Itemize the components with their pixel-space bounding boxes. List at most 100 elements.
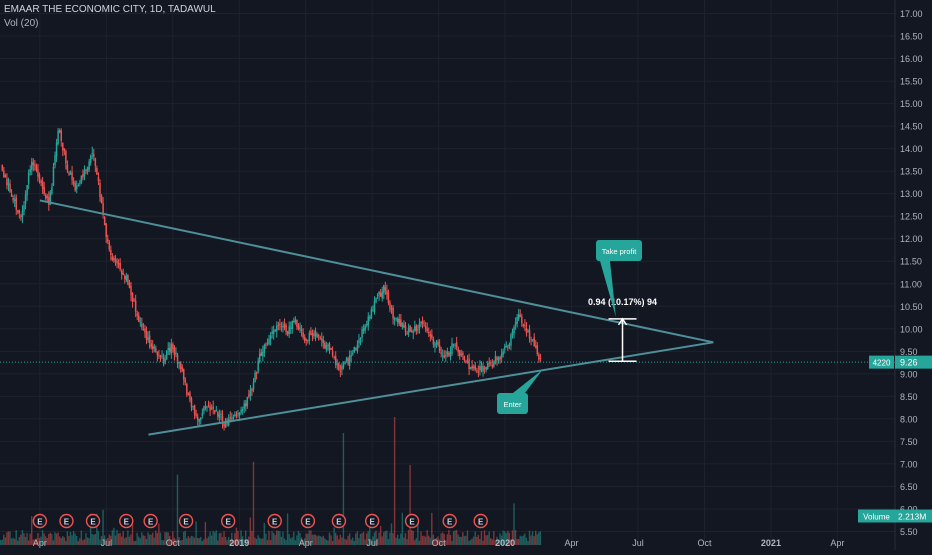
candle-body — [303, 336, 306, 342]
earnings-marker-icon[interactable] — [364, 513, 380, 529]
earnings-marker-icon[interactable] — [32, 513, 48, 529]
volume-bar — [379, 525, 382, 545]
earnings-marker-icon[interactable] — [404, 513, 420, 529]
candle-body — [536, 345, 539, 355]
candle-body — [37, 169, 39, 177]
x-tick-label: Oct — [166, 538, 181, 548]
earnings-marker-icon[interactable] — [143, 513, 158, 529]
volume-bar — [341, 537, 343, 545]
x-tick-label: Apr — [565, 538, 579, 548]
volume-indicator-label[interactable]: Vol (20) — [4, 18, 39, 29]
volume-bar — [49, 532, 52, 545]
volume-bar — [89, 513, 92, 545]
volume-bar — [367, 531, 369, 545]
volume-bar — [339, 534, 342, 545]
candle-body — [359, 338, 362, 340]
earnings-marker-icon[interactable] — [59, 513, 74, 529]
volume-bar — [539, 531, 542, 545]
volume-bar — [94, 533, 96, 545]
candle-body — [63, 148, 66, 152]
candle-body — [499, 357, 501, 359]
volume-bar — [150, 534, 152, 545]
triangle-lower-trendline[interactable] — [148, 341, 714, 436]
enter-callout[interactable] — [497, 393, 528, 414]
volume-bar — [148, 534, 151, 545]
candle-body — [224, 419, 227, 428]
volume-bar — [381, 536, 383, 545]
volume-bar — [364, 539, 366, 545]
volume-bar — [472, 536, 475, 545]
candle-body — [539, 357, 542, 359]
volume-bar — [35, 538, 38, 545]
candle-body — [519, 315, 521, 317]
volume-bar — [406, 538, 408, 545]
volume-bar — [503, 531, 506, 545]
candle-body — [108, 242, 111, 250]
volume-bar — [195, 521, 197, 545]
volume-bar — [474, 531, 476, 545]
triangle-upper-trendline[interactable] — [39, 199, 714, 344]
volume-bar — [313, 534, 315, 545]
take-profit-callout[interactable] — [596, 240, 642, 261]
y-tick-label: 14.00 — [900, 144, 923, 154]
volume-bar — [308, 530, 310, 545]
volume-bar — [181, 539, 183, 545]
earnings-marker-icon[interactable] — [267, 513, 282, 529]
earnings-marker-icon[interactable] — [220, 513, 236, 529]
volume-bar — [514, 530, 517, 545]
volume-bar — [172, 531, 174, 545]
candle-body — [116, 260, 118, 264]
volume-bar — [483, 530, 486, 545]
earnings-marker-icon[interactable] — [473, 513, 488, 529]
candle-body — [406, 332, 408, 334]
candle-body — [215, 409, 218, 411]
candle-body — [445, 354, 447, 357]
candle-body — [187, 394, 190, 396]
candle-body — [66, 164, 69, 171]
earnings-marker-icon[interactable] — [331, 513, 347, 529]
take-profit-callout-tail — [600, 261, 616, 317]
volume-bar — [480, 531, 483, 545]
candle-body — [173, 347, 176, 356]
price-scale-bg[interactable] — [895, 0, 932, 550]
candle-body — [9, 184, 11, 193]
y-tick-label: 6.00 — [900, 504, 918, 514]
y-tick-label: 7.50 — [900, 437, 918, 447]
candle-body — [165, 350, 168, 360]
candle-body — [232, 416, 235, 419]
candle-body — [122, 273, 125, 275]
earnings-marker-icon[interactable] — [300, 513, 316, 529]
volume-bar — [4, 537, 7, 545]
earnings-marker-icon[interactable] — [85, 513, 101, 529]
candle-body — [254, 372, 256, 383]
volume-bar — [110, 535, 112, 545]
candle-body — [277, 324, 280, 326]
volume-bar — [32, 539, 34, 545]
volume-bar — [127, 530, 129, 545]
earnings-marker-icon[interactable] — [178, 513, 194, 529]
candle-body — [3, 170, 5, 177]
candle-body — [83, 170, 86, 177]
x-tick-label: Oct — [697, 538, 712, 548]
volume-bar — [448, 530, 450, 545]
candle-body — [521, 316, 523, 324]
volume-bar — [342, 433, 345, 545]
candle-body — [468, 358, 470, 370]
candle-body — [260, 352, 263, 356]
volume-bar — [400, 533, 402, 545]
volume-bar — [328, 532, 331, 545]
volume-bar — [415, 538, 417, 545]
candle-body — [497, 357, 500, 361]
volume-bar — [88, 538, 90, 545]
volume-bar — [93, 534, 95, 545]
earnings-marker-icon[interactable] — [442, 513, 457, 529]
volume-bar — [276, 530, 278, 545]
candle-body — [251, 388, 253, 391]
candle-body — [43, 187, 45, 195]
volume-bar — [179, 540, 182, 545]
volume-bar — [190, 535, 193, 545]
earnings-marker-icon[interactable] — [119, 513, 134, 529]
candle-body — [342, 365, 345, 368]
